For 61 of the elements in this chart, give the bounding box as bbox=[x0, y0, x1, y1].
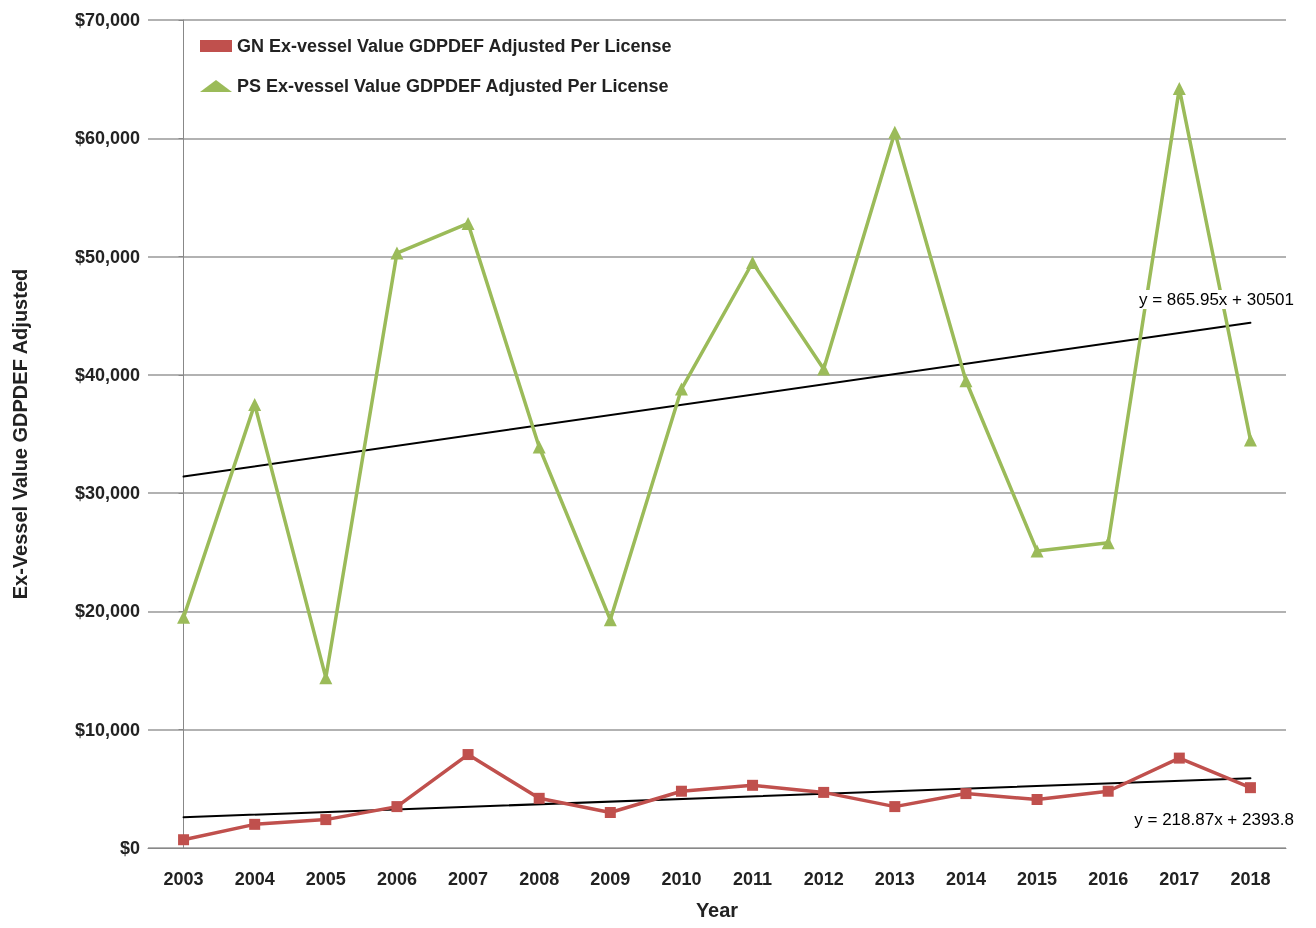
point bbox=[603, 613, 617, 627]
point bbox=[604, 807, 616, 819]
point bbox=[817, 362, 831, 376]
y-tick-label: $60,000 bbox=[74, 128, 140, 149]
point bbox=[888, 125, 902, 139]
point bbox=[1030, 544, 1044, 558]
point bbox=[1173, 752, 1185, 764]
point bbox=[889, 801, 901, 813]
x-tick-label: 2012 bbox=[803, 869, 844, 889]
point bbox=[249, 818, 261, 830]
x-axis-title: Year bbox=[695, 899, 739, 921]
point bbox=[1102, 785, 1114, 797]
x-tick-label: 2011 bbox=[733, 869, 773, 889]
legend-label: PS Ex-vessel Value GDPDEF Adjusted Per License bbox=[237, 76, 669, 96]
point bbox=[960, 788, 972, 800]
x-tick-label: 2006 bbox=[376, 869, 417, 889]
point bbox=[747, 779, 759, 791]
y-tick-label: $0 bbox=[119, 838, 140, 858]
x-tick-label: 2013 bbox=[874, 869, 915, 889]
point bbox=[533, 792, 545, 804]
point bbox=[674, 382, 688, 396]
annotation: y = 218.87x + 2393.8 bbox=[1134, 810, 1295, 829]
point bbox=[461, 216, 475, 230]
x-tick-label: 2004 bbox=[234, 869, 275, 889]
point bbox=[320, 814, 332, 826]
point bbox=[1244, 782, 1256, 794]
point bbox=[178, 834, 190, 846]
x-tick-label: 2009 bbox=[590, 869, 631, 889]
x-tick-label: 2010 bbox=[661, 869, 702, 889]
y-tick-label: $40,000 bbox=[74, 364, 140, 385]
point bbox=[1243, 433, 1257, 447]
x-tick-label: 2003 bbox=[163, 869, 204, 889]
x-tick-label: 2017 bbox=[1159, 869, 1200, 889]
x-tick-label: 2016 bbox=[1088, 869, 1129, 889]
x-tick-label: 2008 bbox=[519, 869, 560, 889]
point bbox=[462, 749, 474, 761]
legend-label: GN Ex-vessel Value GDPDEF Adjusted Per License bbox=[237, 36, 672, 56]
x-tick-label: 2007 bbox=[448, 869, 489, 889]
point bbox=[818, 786, 830, 798]
annotation: y = 865.95x + 30501 bbox=[1138, 290, 1295, 309]
x-tick-label: 2014 bbox=[945, 869, 986, 889]
point bbox=[1172, 82, 1186, 96]
y-tick-label: $70,000 bbox=[74, 10, 140, 30]
x-tick-label: 2018 bbox=[1230, 869, 1271, 889]
point bbox=[1031, 794, 1043, 805]
point bbox=[959, 374, 973, 388]
point bbox=[746, 255, 760, 269]
x-tick-label: 2005 bbox=[305, 869, 346, 889]
y-axis-title: Ex-Vessel Value GDPDEF Adjusted bbox=[9, 268, 31, 600]
point bbox=[390, 246, 404, 260]
x-tick-label: 2015 bbox=[1017, 869, 1058, 889]
point bbox=[248, 397, 262, 411]
y-tick-label: $30,000 bbox=[74, 483, 140, 504]
point bbox=[177, 610, 191, 624]
point bbox=[532, 440, 546, 454]
point bbox=[391, 801, 403, 813]
point bbox=[675, 785, 687, 797]
y-tick-label: $10,000 bbox=[74, 719, 140, 740]
y-tick-label: $20,000 bbox=[74, 601, 140, 622]
point bbox=[1101, 536, 1115, 550]
y-tick-label: $50,000 bbox=[74, 246, 140, 267]
